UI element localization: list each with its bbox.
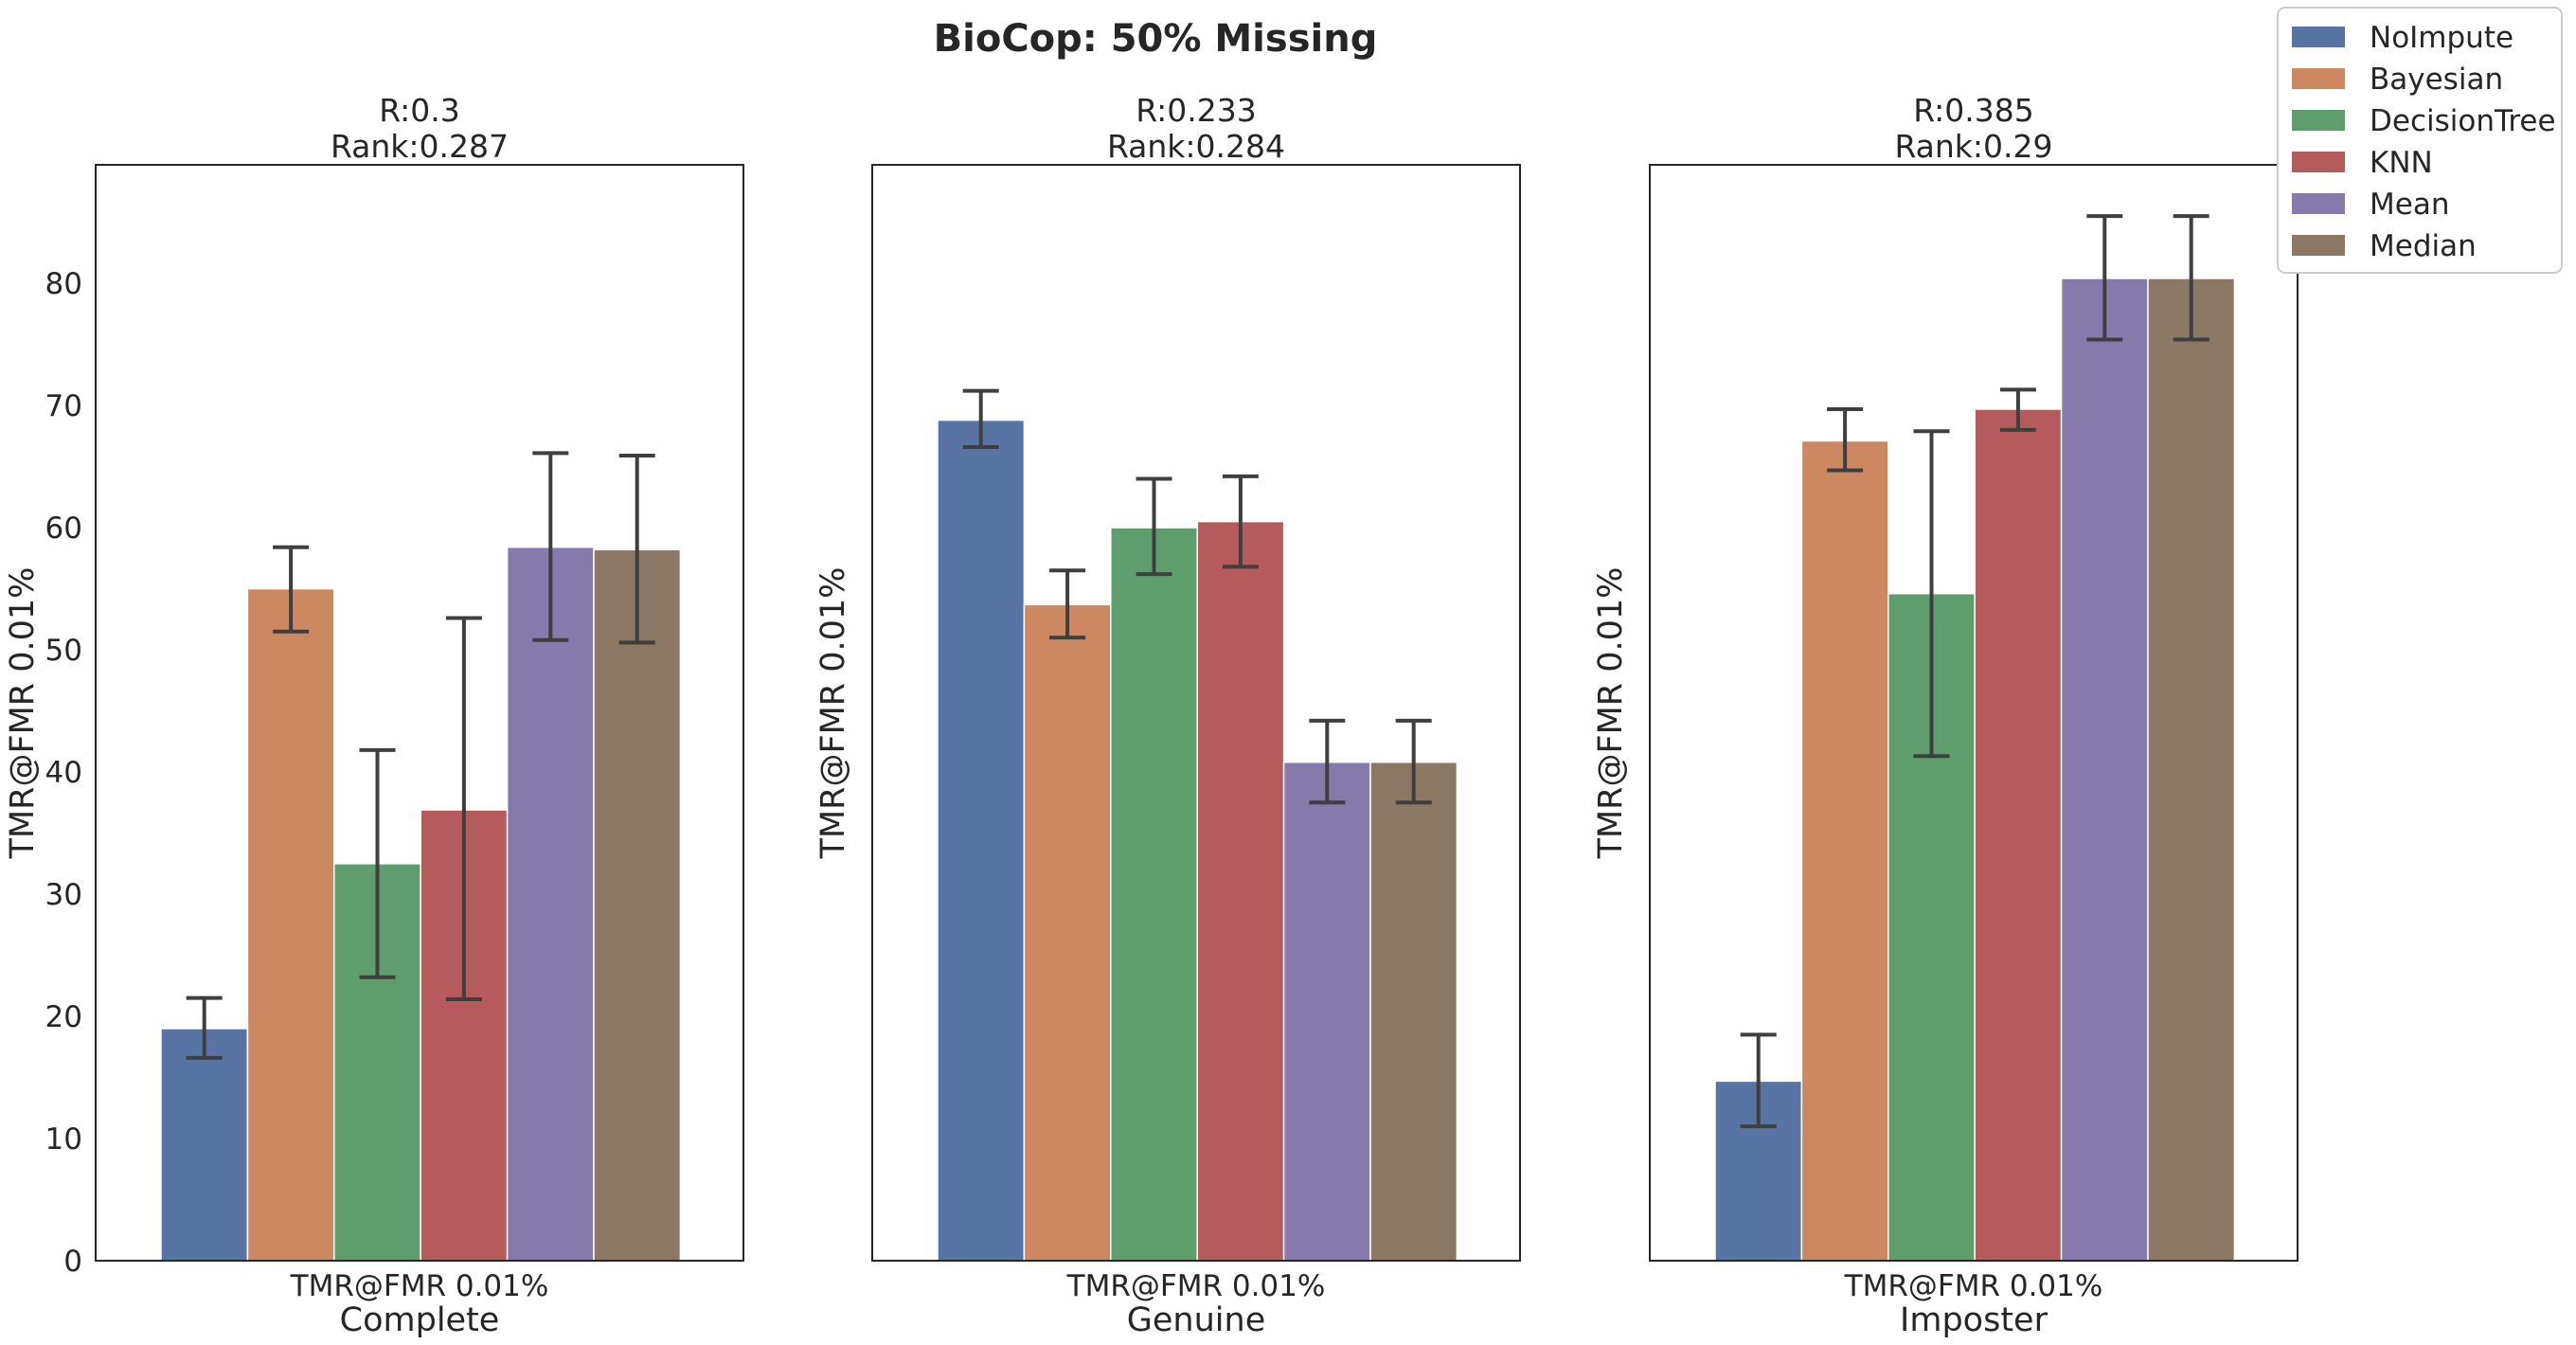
y-axis-label: TMR@FMR 0.01% bbox=[814, 567, 852, 860]
y-tick-label: 40 bbox=[45, 756, 82, 790]
subplot-complete: 0 10 20 30 40 50 60 70 80 TMR@FMR 0.01% R:0.3Rank:… bbox=[4, 92, 744, 1339]
axes-frame bbox=[871, 164, 1521, 1262]
bar-bayesian bbox=[1800, 439, 1889, 1262]
subplot-title-line: R:0.233 bbox=[1136, 92, 1257, 129]
legend-label-noimpute: NoImpute bbox=[2370, 21, 2513, 55]
legend-swatch-decisiontree bbox=[2292, 110, 2345, 131]
legend-swatch-noimpute bbox=[2292, 27, 2345, 47]
y-tick-label: 60 bbox=[45, 511, 82, 546]
legend-label-knn: KNN bbox=[2370, 146, 2433, 180]
legend-swatch-median bbox=[2292, 235, 2345, 256]
bar-knn bbox=[1974, 408, 2063, 1262]
bar-median bbox=[1369, 761, 1458, 1262]
legend-label-bayesian: Bayesian bbox=[2370, 63, 2503, 97]
y-tick-label: 80 bbox=[45, 267, 82, 301]
bar-decisiontree bbox=[1110, 527, 1198, 1262]
legend-label-median: Median bbox=[2370, 229, 2477, 263]
bar-mean bbox=[506, 546, 595, 1262]
x-axis-label: Complete bbox=[340, 1301, 500, 1339]
bar-noimpute bbox=[937, 419, 1026, 1262]
legend-swatch-knn bbox=[2292, 152, 2345, 172]
bar-median bbox=[2147, 278, 2236, 1262]
axes-frame bbox=[1649, 164, 2299, 1262]
subplot-title-line: R:0.3 bbox=[379, 92, 460, 129]
x-tick-label: TMR@FMR 0.01% bbox=[290, 1269, 549, 1303]
x-axis-label: Imposter bbox=[1900, 1301, 2048, 1339]
y-tick-label: 70 bbox=[45, 389, 82, 423]
bar-mean bbox=[1282, 761, 1371, 1262]
bar-mean bbox=[2060, 278, 2149, 1262]
y-tick-label: 20 bbox=[45, 1000, 82, 1034]
figure-title: BioCop: 50% Missing bbox=[934, 17, 1378, 61]
axes-frame bbox=[95, 164, 744, 1262]
legend-label-mean: Mean bbox=[2370, 188, 2449, 222]
x-axis-label: Genuine bbox=[1127, 1301, 1265, 1339]
y-tick-label: 30 bbox=[45, 878, 82, 912]
subplot-title-line: R:0.385 bbox=[1913, 92, 2034, 129]
legend-label-decisiontree: DecisionTree bbox=[2370, 104, 2556, 138]
legend-swatch-bayesian bbox=[2292, 68, 2345, 89]
subplot-title-line: Rank:0.284 bbox=[1107, 128, 1285, 165]
bar-bayesian bbox=[246, 587, 335, 1262]
subplot-title-line: Rank:0.29 bbox=[1894, 128, 2052, 165]
y-axis-label: TMR@FMR 0.01% bbox=[1592, 567, 1630, 860]
subplot-title-line: Rank:0.287 bbox=[331, 128, 509, 165]
bar-bayesian bbox=[1023, 603, 1112, 1262]
y-tick-label: 0 bbox=[63, 1245, 82, 1279]
x-tick-label: TMR@FMR 0.01% bbox=[1844, 1269, 2103, 1303]
y-tick-label: 10 bbox=[45, 1122, 82, 1157]
bar-noimpute bbox=[160, 1028, 249, 1262]
legend-box bbox=[2277, 7, 2563, 274]
bar-knn bbox=[1196, 520, 1285, 1262]
legend: NoImpute Bayesian DecisionTree KNN Mean Media… bbox=[2277, 7, 2563, 274]
y-axis-label: TMR@FMR 0.01% bbox=[4, 567, 42, 860]
y-tick-label: 50 bbox=[45, 634, 82, 668]
bar-median bbox=[593, 548, 682, 1262]
x-tick-label: TMR@FMR 0.01% bbox=[1066, 1269, 1326, 1303]
legend-swatch-mean bbox=[2292, 193, 2345, 214]
